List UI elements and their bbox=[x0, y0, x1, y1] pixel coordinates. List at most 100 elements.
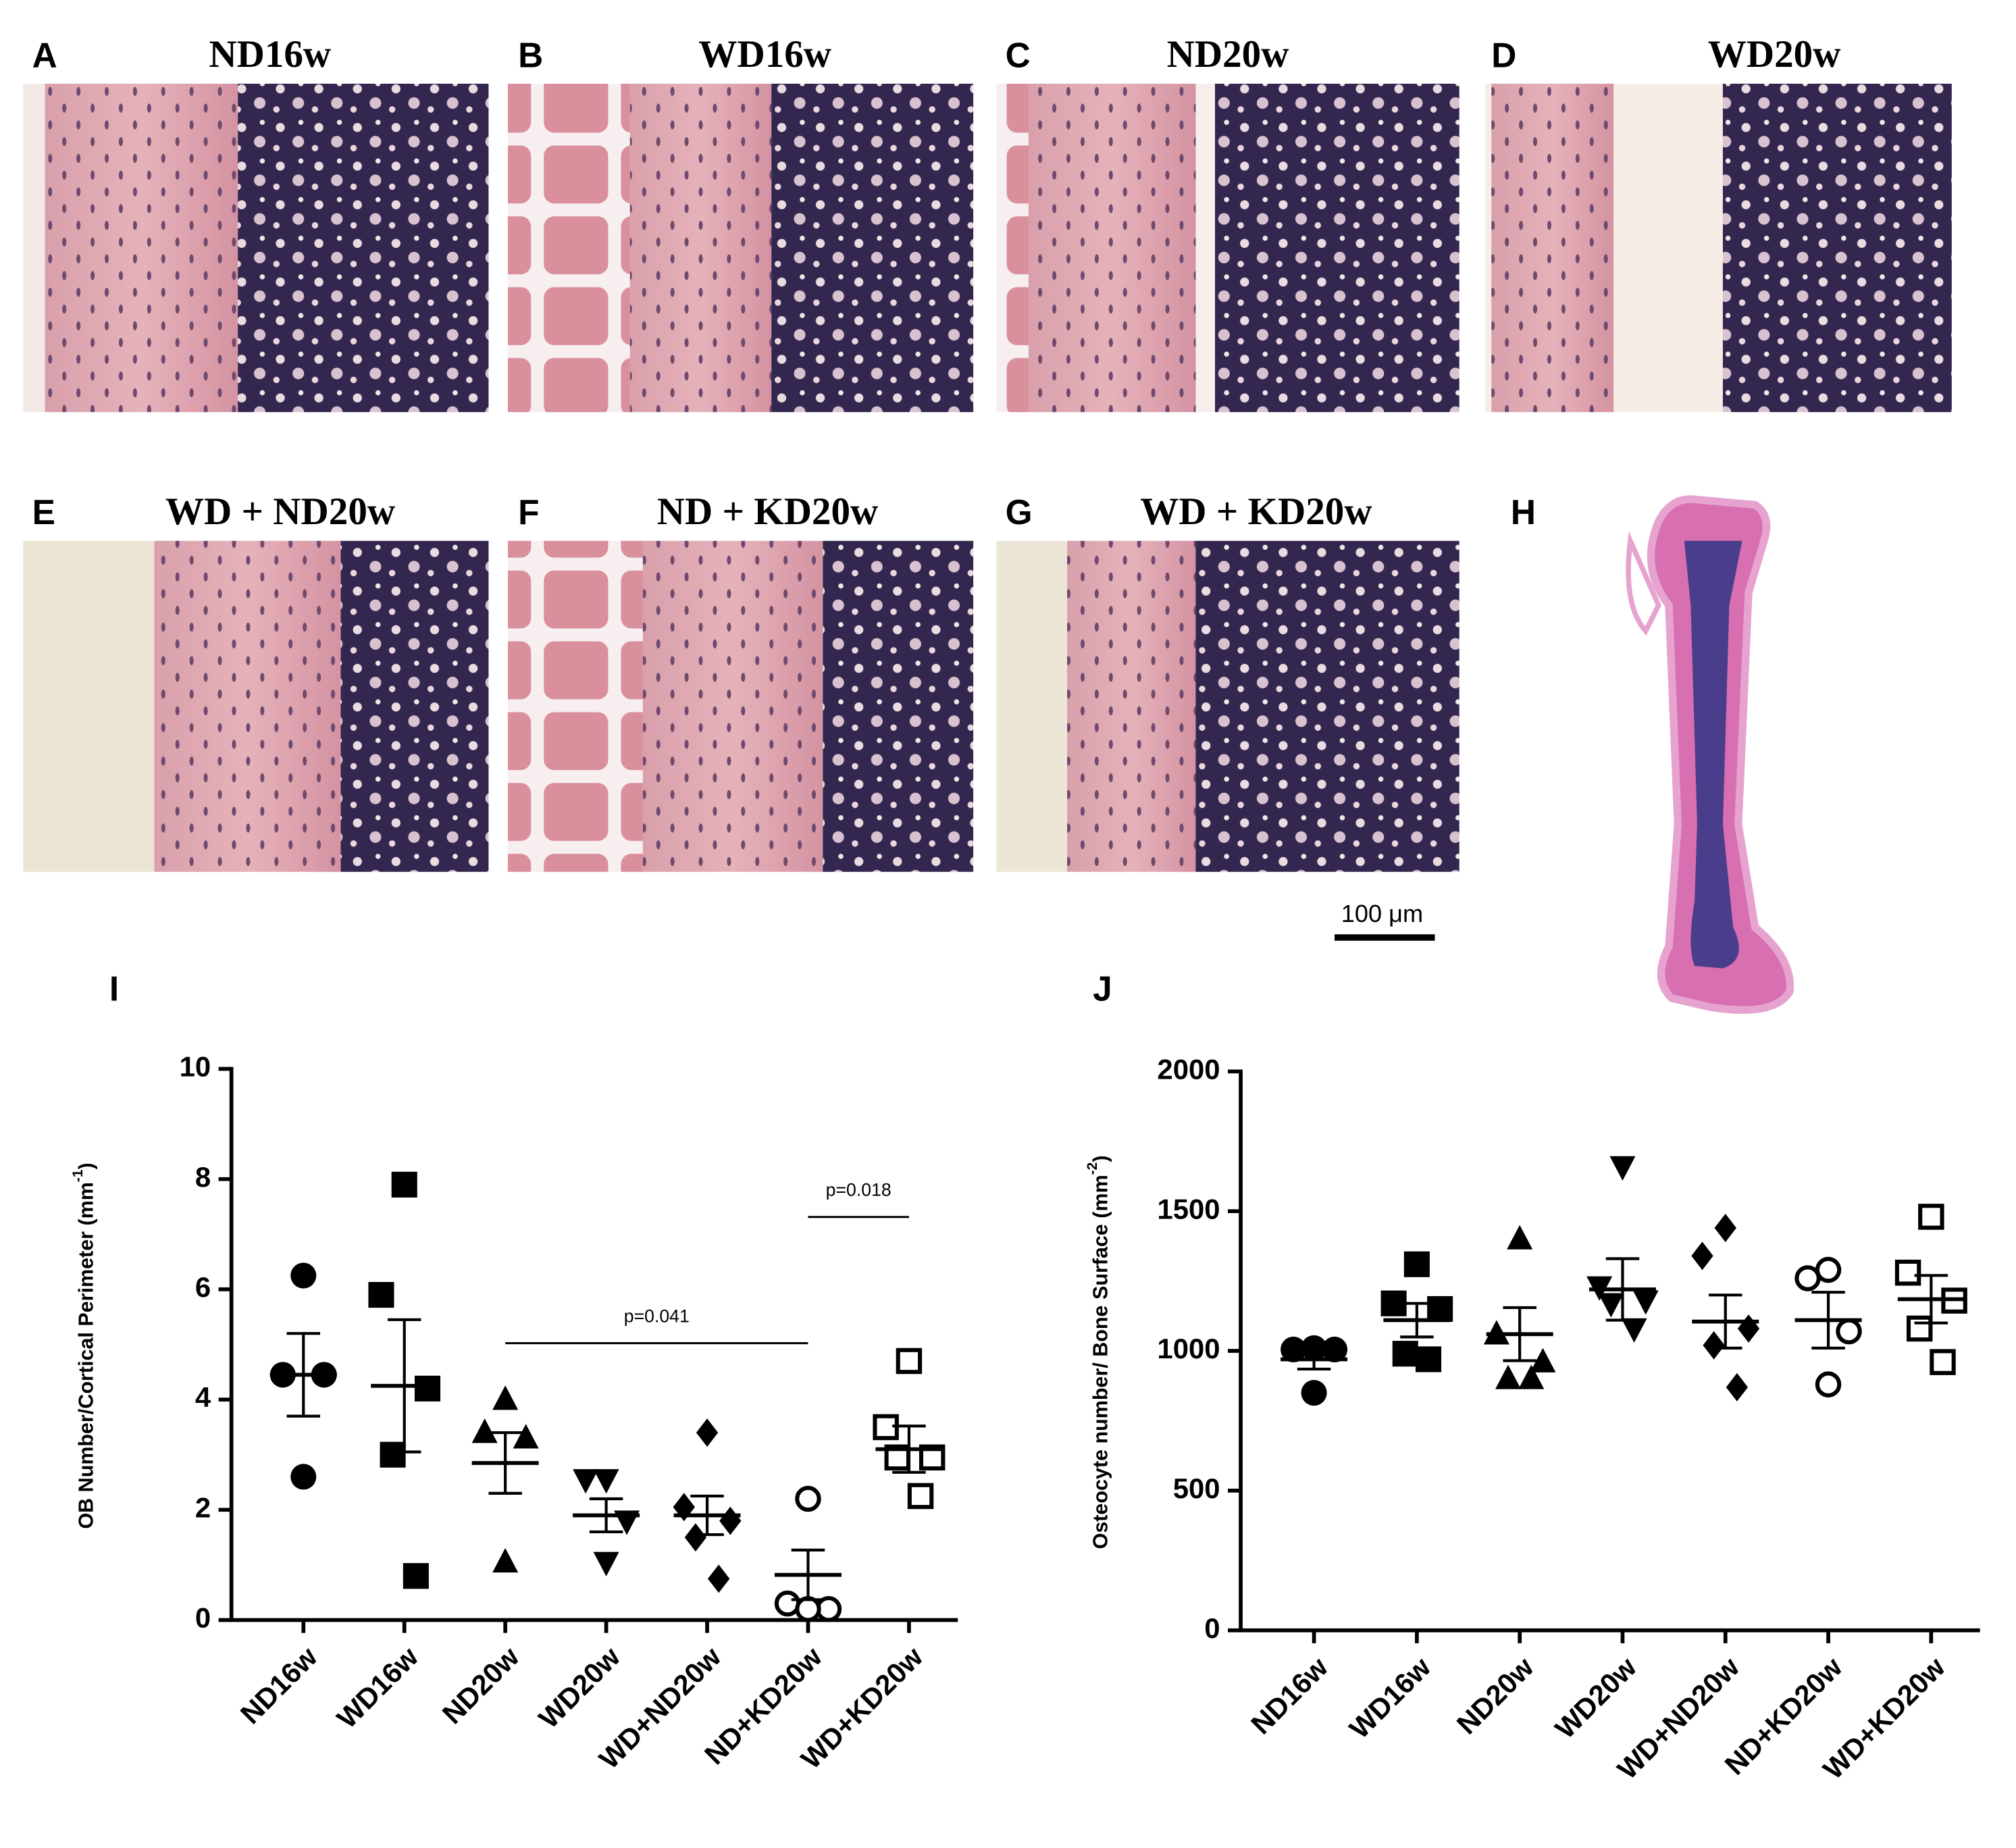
x-tick-label: ND16w bbox=[234, 1641, 324, 1730]
y-tick-label: 2000 bbox=[1157, 1053, 1220, 1085]
y-tick-label: 8 bbox=[195, 1161, 211, 1193]
bone-marrow bbox=[1195, 540, 1459, 872]
y-axis-label-sup: -2 bbox=[1085, 1162, 1100, 1175]
osteocytes bbox=[629, 83, 772, 413]
y-axis-label: Osteocyte number/ Bone Surface (mm-2) bbox=[1085, 1156, 1112, 1549]
panel-letter: B bbox=[518, 35, 543, 74]
y-axis-label: OB Number/Cortical Perimeter (mm-1) bbox=[70, 1162, 98, 1529]
y-tick-label: 10 bbox=[180, 1051, 211, 1083]
data-point bbox=[1691, 1241, 1713, 1270]
data-point bbox=[290, 1262, 317, 1289]
error-bar bbox=[892, 1424, 926, 1474]
data-point bbox=[1403, 1251, 1430, 1277]
data-point bbox=[696, 1418, 719, 1447]
data-point bbox=[1906, 1315, 1933, 1342]
data-point bbox=[573, 1469, 599, 1494]
x-tick-label: ND16w bbox=[1245, 1651, 1334, 1740]
bone-marrow bbox=[823, 540, 974, 872]
error-bar bbox=[1400, 1302, 1434, 1339]
data-point bbox=[492, 1385, 519, 1410]
y-axis-label-sup: -1 bbox=[70, 1169, 86, 1182]
data-point bbox=[471, 1418, 498, 1443]
error-bar bbox=[1503, 1306, 1536, 1362]
panel-title: WD + KD20w bbox=[1140, 490, 1372, 533]
data-point bbox=[1518, 1364, 1545, 1389]
data-point bbox=[368, 1282, 394, 1308]
error-bar bbox=[589, 1497, 623, 1534]
data-point bbox=[1507, 1225, 1533, 1250]
error-bar bbox=[690, 1494, 724, 1537]
data-point bbox=[907, 1483, 934, 1510]
panel-letter: E bbox=[32, 492, 55, 532]
data-point bbox=[896, 1348, 923, 1375]
panel-letter: F bbox=[518, 492, 539, 532]
panel-title: WD20w bbox=[1708, 33, 1841, 76]
data-point bbox=[1322, 1336, 1348, 1363]
error-bar bbox=[488, 1431, 522, 1495]
scale-bar-label: 100 μm bbox=[1341, 900, 1423, 927]
muscle-tissue bbox=[507, 540, 643, 872]
osteocytes bbox=[154, 540, 341, 872]
y-tick-label: 1000 bbox=[1157, 1333, 1220, 1364]
error-bar bbox=[1605, 1257, 1640, 1322]
data-point bbox=[1794, 1265, 1821, 1291]
error-bar bbox=[387, 1318, 421, 1454]
panel-title: WD16w bbox=[698, 33, 831, 76]
osteocytes bbox=[642, 540, 823, 872]
panel-letter: H bbox=[1511, 492, 1536, 532]
y-axis-label-tail: ) bbox=[1089, 1156, 1112, 1162]
bone-marrow bbox=[771, 83, 974, 413]
data-point bbox=[1894, 1259, 1921, 1286]
data-point bbox=[1530, 1348, 1556, 1372]
x-tick-label: WD16w bbox=[1343, 1651, 1437, 1745]
panel-letter: A bbox=[32, 35, 57, 74]
data-point bbox=[1281, 1336, 1307, 1363]
data-point bbox=[1726, 1372, 1749, 1402]
y-tick-label: 1500 bbox=[1157, 1193, 1220, 1225]
data-point bbox=[391, 1171, 417, 1198]
data-point bbox=[1815, 1371, 1842, 1397]
data-point bbox=[1427, 1295, 1453, 1323]
data-point bbox=[492, 1547, 519, 1573]
data-point bbox=[593, 1469, 619, 1494]
x-tick-label: ND20w bbox=[436, 1641, 525, 1730]
error-bar bbox=[1914, 1274, 1948, 1325]
data-point bbox=[1836, 1318, 1862, 1345]
data-point bbox=[1609, 1156, 1636, 1181]
data-point bbox=[795, 1595, 821, 1622]
y-axis-label-text: OB Number/Cortical Perimeter (mm bbox=[75, 1182, 98, 1529]
data-point bbox=[1495, 1364, 1522, 1389]
x-tick-label: ND20w bbox=[1451, 1651, 1540, 1740]
data-point bbox=[1621, 1318, 1647, 1343]
data-point bbox=[774, 1590, 801, 1617]
panel-letter: C bbox=[1006, 35, 1031, 74]
data-point bbox=[1598, 1293, 1624, 1318]
y-tick-label: 500 bbox=[1173, 1472, 1220, 1504]
data-point bbox=[290, 1464, 317, 1490]
significance-label: p=0.041 bbox=[624, 1306, 690, 1327]
data-point bbox=[719, 1506, 742, 1535]
panel-letter: J bbox=[1093, 969, 1112, 1008]
data-point bbox=[1737, 1314, 1760, 1343]
y-tick-label: 0 bbox=[195, 1602, 211, 1634]
whole-bone-image bbox=[1626, 495, 1794, 1014]
y-tick-label: 6 bbox=[195, 1271, 211, 1303]
panel-title: ND + KD20w bbox=[657, 490, 879, 533]
data-point bbox=[403, 1563, 429, 1589]
y-tick-label: 2 bbox=[195, 1491, 211, 1523]
data-point bbox=[513, 1424, 539, 1449]
x-tick-label: WD16w bbox=[331, 1641, 425, 1735]
y-tick-label: 0 bbox=[1204, 1612, 1220, 1644]
bone-marrow bbox=[1722, 83, 1952, 413]
data-point bbox=[1415, 1346, 1442, 1372]
data-point bbox=[1632, 1290, 1659, 1315]
osteocytes bbox=[1491, 83, 1614, 413]
error-bar bbox=[791, 1548, 825, 1601]
osteocytes bbox=[1067, 540, 1196, 872]
bone-marrow bbox=[238, 83, 489, 413]
panel-title: WD + ND20w bbox=[165, 490, 395, 533]
error-bar bbox=[1811, 1291, 1845, 1350]
osteocytes bbox=[1028, 83, 1196, 413]
